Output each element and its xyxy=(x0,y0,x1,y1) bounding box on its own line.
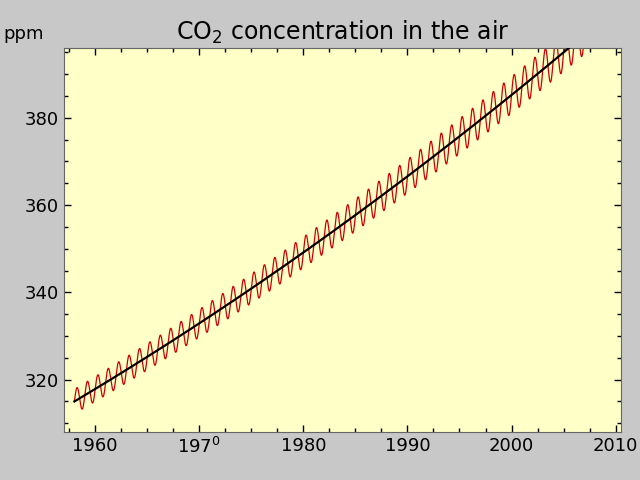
Text: ppm: ppm xyxy=(3,25,44,43)
Title: CO$_2$ concentration in the air: CO$_2$ concentration in the air xyxy=(176,19,509,46)
